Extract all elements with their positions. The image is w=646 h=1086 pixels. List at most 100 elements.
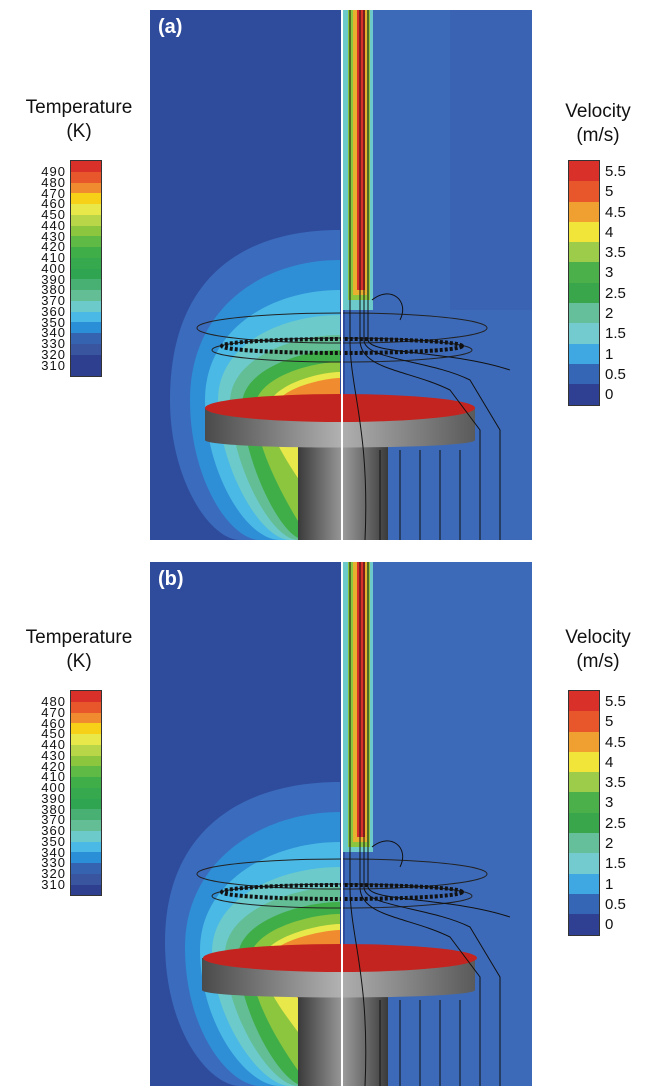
velocity-swatch — [569, 384, 599, 405]
velocity-swatch — [569, 282, 599, 304]
velocity-swatch — [569, 792, 599, 813]
temperature-swatch — [71, 257, 101, 269]
temperature-tick-label: 410 — [41, 250, 66, 265]
velocity-swatch — [569, 914, 599, 935]
temperature-legend-title: Temperature (K) — [4, 96, 154, 144]
temperature-swatch — [71, 820, 101, 831]
velocity-tick-label: 5.5 — [605, 163, 626, 180]
velocity-swatch — [569, 731, 599, 752]
velocity-unit: (m/s) — [576, 651, 620, 672]
temperature-tick-label: 370 — [41, 812, 66, 828]
velocity-tick-label: 0 — [605, 916, 614, 934]
temperature-swatch — [71, 723, 101, 734]
temperature-swatch — [71, 884, 101, 896]
temperature-unit: (K) — [66, 651, 92, 672]
temperature-tick-label: 430 — [41, 747, 66, 763]
temperature-colorbar — [70, 160, 102, 377]
velocity-title: Velocity — [565, 627, 631, 648]
velocity-swatch — [569, 751, 599, 773]
temperature-tick-label: 460 — [41, 715, 66, 731]
velocity-tick-label: 4.5 — [605, 203, 626, 221]
temperature-swatch — [71, 333, 101, 344]
velocity-swatch — [569, 161, 599, 182]
velocity-swatch — [569, 262, 599, 283]
temperature-swatch — [71, 755, 101, 767]
temperature-swatch — [71, 766, 101, 777]
temperature-swatch — [71, 863, 101, 874]
velocity-tick-label: 5.5 — [605, 693, 626, 710]
temperature-swatch — [71, 290, 101, 301]
velocity-swatch — [569, 873, 599, 894]
temperature-tick-label: 390 — [41, 271, 66, 287]
contour-plot — [150, 562, 532, 1086]
velocity-colorbar — [568, 690, 600, 936]
velocity-tick-label: 4.5 — [605, 733, 626, 751]
velocity-swatch — [569, 303, 599, 324]
temperature-swatch — [71, 311, 101, 323]
temperature-title: Temperature — [25, 97, 133, 118]
temperature-tick-label: 340 — [41, 325, 66, 341]
temperature-tick-label: 410 — [41, 769, 66, 785]
velocity-legend-title: Velocity (m/s) — [552, 100, 644, 148]
temperature-swatch — [71, 247, 101, 258]
velocity-tick-label: 1 — [605, 875, 614, 893]
temperature-swatch — [71, 279, 101, 290]
velocity-tick-label: 0.5 — [605, 365, 626, 383]
velocity-tick-label: 0 — [605, 386, 614, 404]
velocity-tick-label: 5 — [605, 183, 614, 201]
velocity-tick-label: 2 — [605, 835, 614, 853]
temperature-legend-title: Temperature (K) — [4, 626, 154, 674]
velocity-tick-labels: 5.5 5 4.5 4 3.5 3 2.5 2 1.5 1 0.5 0 — [605, 692, 626, 936]
temperature-tick-label: 380 — [41, 282, 66, 298]
temperature-swatch — [71, 171, 101, 183]
velocity-swatch — [569, 812, 599, 834]
simulation-figure: (b) — [150, 562, 532, 1086]
velocity-swatch — [569, 833, 599, 854]
panel-a: Temperature (K) 490 480 470 460 450 440 430 420… — [0, 0, 646, 540]
temperature-tick-label: 310 — [41, 876, 66, 892]
velocity-swatch — [569, 772, 599, 793]
temperature-swatch — [71, 777, 101, 788]
velocity-colorbar — [568, 160, 600, 406]
velocity-tick-label: 3.5 — [605, 774, 626, 792]
velocity-legend-title: Velocity (m/s) — [552, 626, 644, 674]
temperature-tick-label: 400 — [41, 780, 66, 795]
velocity-tick-label: 5 — [605, 713, 614, 731]
temperature-swatch — [71, 712, 101, 724]
velocity-title: Velocity — [565, 101, 631, 122]
temperature-swatch — [71, 268, 101, 280]
temperature-tick-label: 420 — [41, 758, 66, 774]
temperature-tick-label: 380 — [41, 801, 66, 817]
temperature-tick-label: 440 — [41, 217, 66, 233]
temperature-tick-label: 490 — [41, 164, 66, 179]
velocity-tick-labels: 5.5 5 4.5 4 3.5 3 2.5 2 1.5 1 0.5 0 — [605, 162, 626, 406]
temperature-swatch — [71, 322, 101, 333]
temperature-tick-label: 440 — [41, 737, 66, 752]
temperature-swatch — [71, 691, 101, 702]
temperature-swatch — [71, 193, 101, 204]
temperature-tick-label: 320 — [41, 346, 66, 362]
temperature-tick-label: 450 — [41, 726, 66, 742]
temperature-tick-label: 480 — [41, 694, 66, 709]
temperature-title: Temperature — [25, 627, 133, 648]
temperature-colorbar — [70, 690, 102, 897]
temperature-tick-label: 360 — [41, 303, 66, 319]
simulation-figure: (a) — [150, 10, 532, 540]
velocity-swatch — [569, 711, 599, 732]
velocity-unit: (m/s) — [576, 125, 620, 146]
velocity-tick-label: 2.5 — [605, 284, 626, 302]
temperature-tick-label: 330 — [41, 855, 66, 871]
temperature-tick-label: 330 — [41, 336, 66, 351]
velocity-tick-label: 4 — [605, 223, 614, 241]
temperature-swatch — [71, 236, 101, 247]
temperature-swatch — [71, 343, 101, 355]
temperature-swatch — [71, 798, 101, 810]
velocity-tick-label: 0.5 — [605, 895, 626, 913]
velocity-tick-label: 1.5 — [605, 855, 626, 873]
temperature-swatch — [71, 787, 101, 799]
temperature-tick-label: 340 — [41, 844, 66, 860]
panel-label-a: (a) — [158, 16, 183, 38]
temperature-swatch — [71, 365, 101, 376]
temperature-swatch — [71, 841, 101, 853]
temperature-swatch — [71, 300, 101, 312]
